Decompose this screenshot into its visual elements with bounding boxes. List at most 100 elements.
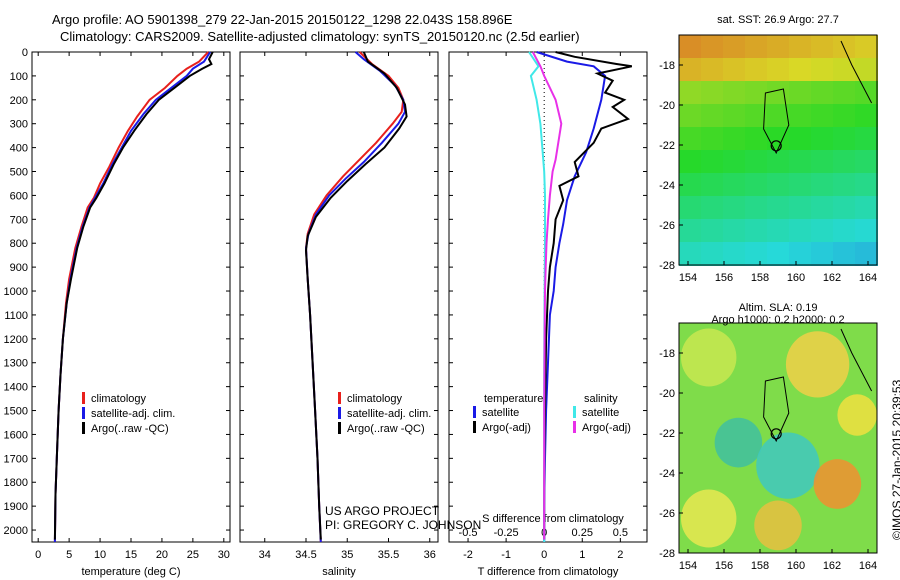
header-title-line1: Argo profile: AO 5901398_279 22-Jan-2015… [52, 12, 513, 27]
sst-cell [833, 58, 856, 82]
difference-xtick-label: -1 [501, 549, 511, 561]
depth-tick-label: 500 [10, 167, 28, 179]
sst-cell [745, 35, 768, 59]
sst-cell [701, 242, 724, 266]
sst_map-ytick-label: -22 [659, 140, 675, 152]
sst-cell [811, 104, 834, 128]
legend-swatch [573, 421, 576, 433]
salinity-xtick-label: 36 [424, 549, 436, 561]
sst-cell [789, 196, 812, 220]
sst-cell [767, 35, 790, 59]
sst-cell [679, 35, 702, 59]
header-title-line2: Climatology: CARS2009. Satellite-adjuste… [60, 29, 580, 44]
salinity-diff-tick-label: 0.25 [572, 527, 593, 539]
sst-cell [679, 150, 702, 174]
sst-cell [745, 58, 768, 82]
depth-tick-label: 600 [10, 190, 28, 202]
difference-xtick-label: 2 [617, 549, 623, 561]
sla-blob [754, 500, 802, 551]
sst-cell [723, 242, 746, 266]
sst_map-frame [678, 34, 878, 266]
sst-cell [789, 219, 812, 243]
sst_map-ytick-label: -20 [659, 100, 675, 112]
sst-cell [723, 58, 746, 82]
sst-cell [833, 219, 856, 243]
temperature-xtick-label: 0 [35, 549, 41, 561]
depth-tick-label: 800 [10, 238, 28, 250]
sst-cell [701, 196, 724, 220]
sst-cell [767, 242, 790, 266]
legend-label: Argo(..raw -QC) [347, 423, 425, 435]
sst-cell [745, 242, 768, 266]
salinity-diff-tick-label: -0.25 [494, 527, 519, 539]
sst-cell [855, 219, 878, 243]
argo-float-marker [770, 140, 782, 152]
sst-cell [789, 127, 812, 151]
depth-tick-label: 1300 [4, 358, 28, 370]
legend-title-salinity: salinity [584, 393, 618, 405]
sst-cell [789, 150, 812, 174]
sst-cell [679, 127, 702, 151]
legend-label: satellite-adj. clim. [91, 408, 175, 420]
temperature-xtick-label: 10 [94, 549, 106, 561]
sst-cell [855, 58, 878, 82]
sla-blob [837, 394, 877, 436]
sla_map-ytick-label: -26 [659, 508, 675, 520]
sla_map-xtick-label: 160 [787, 560, 805, 572]
legend-title-temperature: temperature [484, 393, 543, 405]
sla_map-subtitle: Argo h1000: 0.2 h2000: 0.2 [711, 314, 844, 326]
sst-cell [723, 127, 746, 151]
depth-tick-label: 1900 [4, 501, 28, 513]
sla-blob [714, 417, 763, 468]
sla_map-ytick-label: -28 [659, 548, 675, 560]
temperature-xtick-label: 30 [218, 549, 230, 561]
temperature-xtick-label: 25 [187, 549, 199, 561]
sst-cell [701, 150, 724, 174]
depth-tick-label: 1200 [4, 334, 28, 346]
sst-cell [811, 196, 834, 220]
sst_map-field [679, 35, 878, 266]
depth-tick-label: 700 [10, 214, 28, 226]
sst-cell [833, 173, 856, 197]
project-credit-line1: US ARGO PROJECT [325, 504, 440, 518]
sla-blob [756, 432, 820, 499]
sst-cell [679, 196, 702, 220]
legend-swatch [82, 422, 85, 434]
depth-tick-label: 1600 [4, 429, 28, 441]
reef-outline [763, 88, 790, 155]
legend-swatch [473, 421, 476, 433]
sst-cell [679, 104, 702, 128]
legend-swatch [338, 422, 341, 434]
sst-cell [745, 219, 768, 243]
salinity-plot-frame [239, 51, 439, 543]
depth-tick-label: 1500 [4, 406, 28, 418]
temperature-xtick-label: 15 [125, 549, 137, 561]
depth-tick-label: 2000 [4, 525, 28, 537]
salinity-diff-tick-label: 0.5 [613, 527, 628, 539]
sst-cell [855, 242, 878, 266]
difference-plot-frame [448, 51, 648, 543]
depth-tick-label: 200 [10, 95, 28, 107]
sst-cell [833, 242, 856, 266]
temperature-xlabel: temperature (deg C) [81, 566, 180, 578]
sst-cell [767, 81, 790, 105]
sst-cell [701, 104, 724, 128]
sst-cell [811, 150, 834, 174]
sla_map-ytick-label: -24 [659, 468, 675, 480]
sst_map-ytick-label: -28 [659, 260, 675, 272]
sst-cell [767, 127, 790, 151]
depth-tick-label: 900 [10, 262, 28, 274]
sst_map-ytick-label: -24 [659, 180, 675, 192]
legend-swatch [82, 392, 85, 404]
salinity-series-climatology [304, 51, 405, 543]
sst-cell [745, 196, 768, 220]
difference-series-argo-adj- [531, 51, 563, 540]
legend-label: Argo(-adj) [482, 422, 531, 434]
sst-cell [767, 196, 790, 220]
difference-xtick-label: -2 [463, 549, 473, 561]
sst-cell [723, 81, 746, 105]
sst-cell [679, 58, 702, 82]
sst-cell [723, 150, 746, 174]
sst-cell [811, 173, 834, 197]
sst-cell [789, 242, 812, 266]
